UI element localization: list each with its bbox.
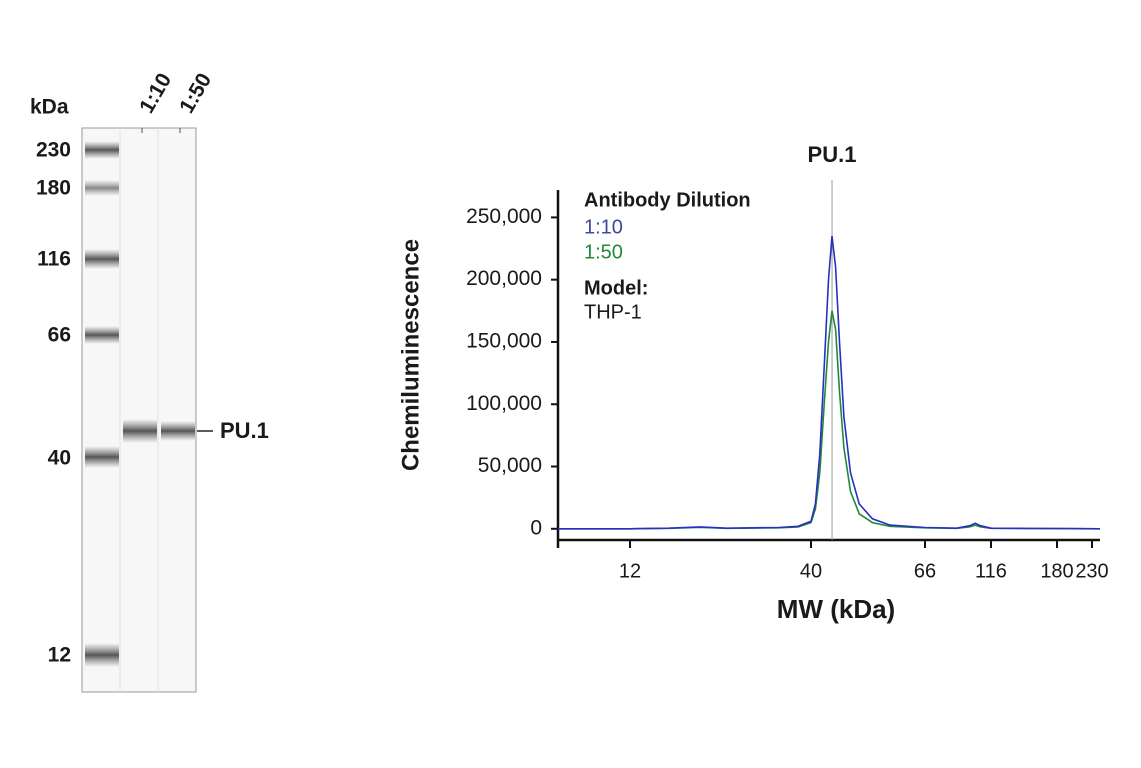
x-tick-label: 12: [619, 560, 641, 582]
lane-label: 1:50: [175, 69, 216, 117]
gel-unit: kDa: [30, 96, 69, 119]
series-line: [558, 310, 1101, 530]
ladder-band: [85, 249, 119, 269]
legend-entry: 1:50: [584, 241, 623, 263]
y-tick-label: 0: [530, 516, 542, 539]
ladder-band: [85, 446, 119, 468]
sample-band: [123, 419, 157, 443]
legend-entry: 1:10: [584, 216, 623, 238]
lane-label: 1:10: [135, 69, 176, 117]
ladder-band: [85, 141, 119, 159]
ladder-band: [85, 326, 119, 344]
ladder-band: [85, 643, 119, 667]
band-label: PU.1: [220, 418, 269, 443]
y-tick-label: 250,000: [466, 205, 542, 228]
x-tick-label: 66: [914, 560, 936, 582]
marker-label: 230: [36, 139, 71, 162]
marker-label: 116: [37, 248, 71, 271]
x-tick-label: 180: [1040, 560, 1073, 582]
chart-title: PU.1: [808, 142, 857, 167]
legend-title: Antibody Dilution: [584, 189, 751, 211]
series-line: [558, 236, 1101, 530]
marker-label: 12: [48, 644, 71, 667]
y-axis-label: Chemiluminescence: [397, 239, 424, 471]
x-tick-label: 116: [975, 560, 1007, 582]
ladder-band: [85, 180, 119, 196]
y-tick-label: 50,000: [478, 454, 542, 477]
marker-label: 66: [48, 324, 71, 347]
y-tick-label: 200,000: [466, 267, 542, 290]
gel-frame: [81, 127, 197, 693]
marker-label: 40: [48, 447, 71, 470]
gel: kDa 1:10 1:50 230 180 116 66 40 12 PU.1: [30, 69, 269, 693]
sample-band: [161, 421, 195, 441]
chart: PU.1 Chemiluminescence MW (kDa) Antibody…: [397, 142, 1108, 624]
x-tick-label: 40: [800, 560, 822, 582]
model-label: Model:: [584, 277, 648, 299]
model-name: THP-1: [584, 301, 642, 323]
x-tick-label: 230: [1075, 560, 1108, 582]
marker-label: 180: [36, 177, 71, 200]
y-tick-label: 100,000: [466, 392, 542, 415]
y-tick-label: 150,000: [466, 330, 542, 353]
x-axis-label: MW (kDa): [777, 594, 895, 624]
